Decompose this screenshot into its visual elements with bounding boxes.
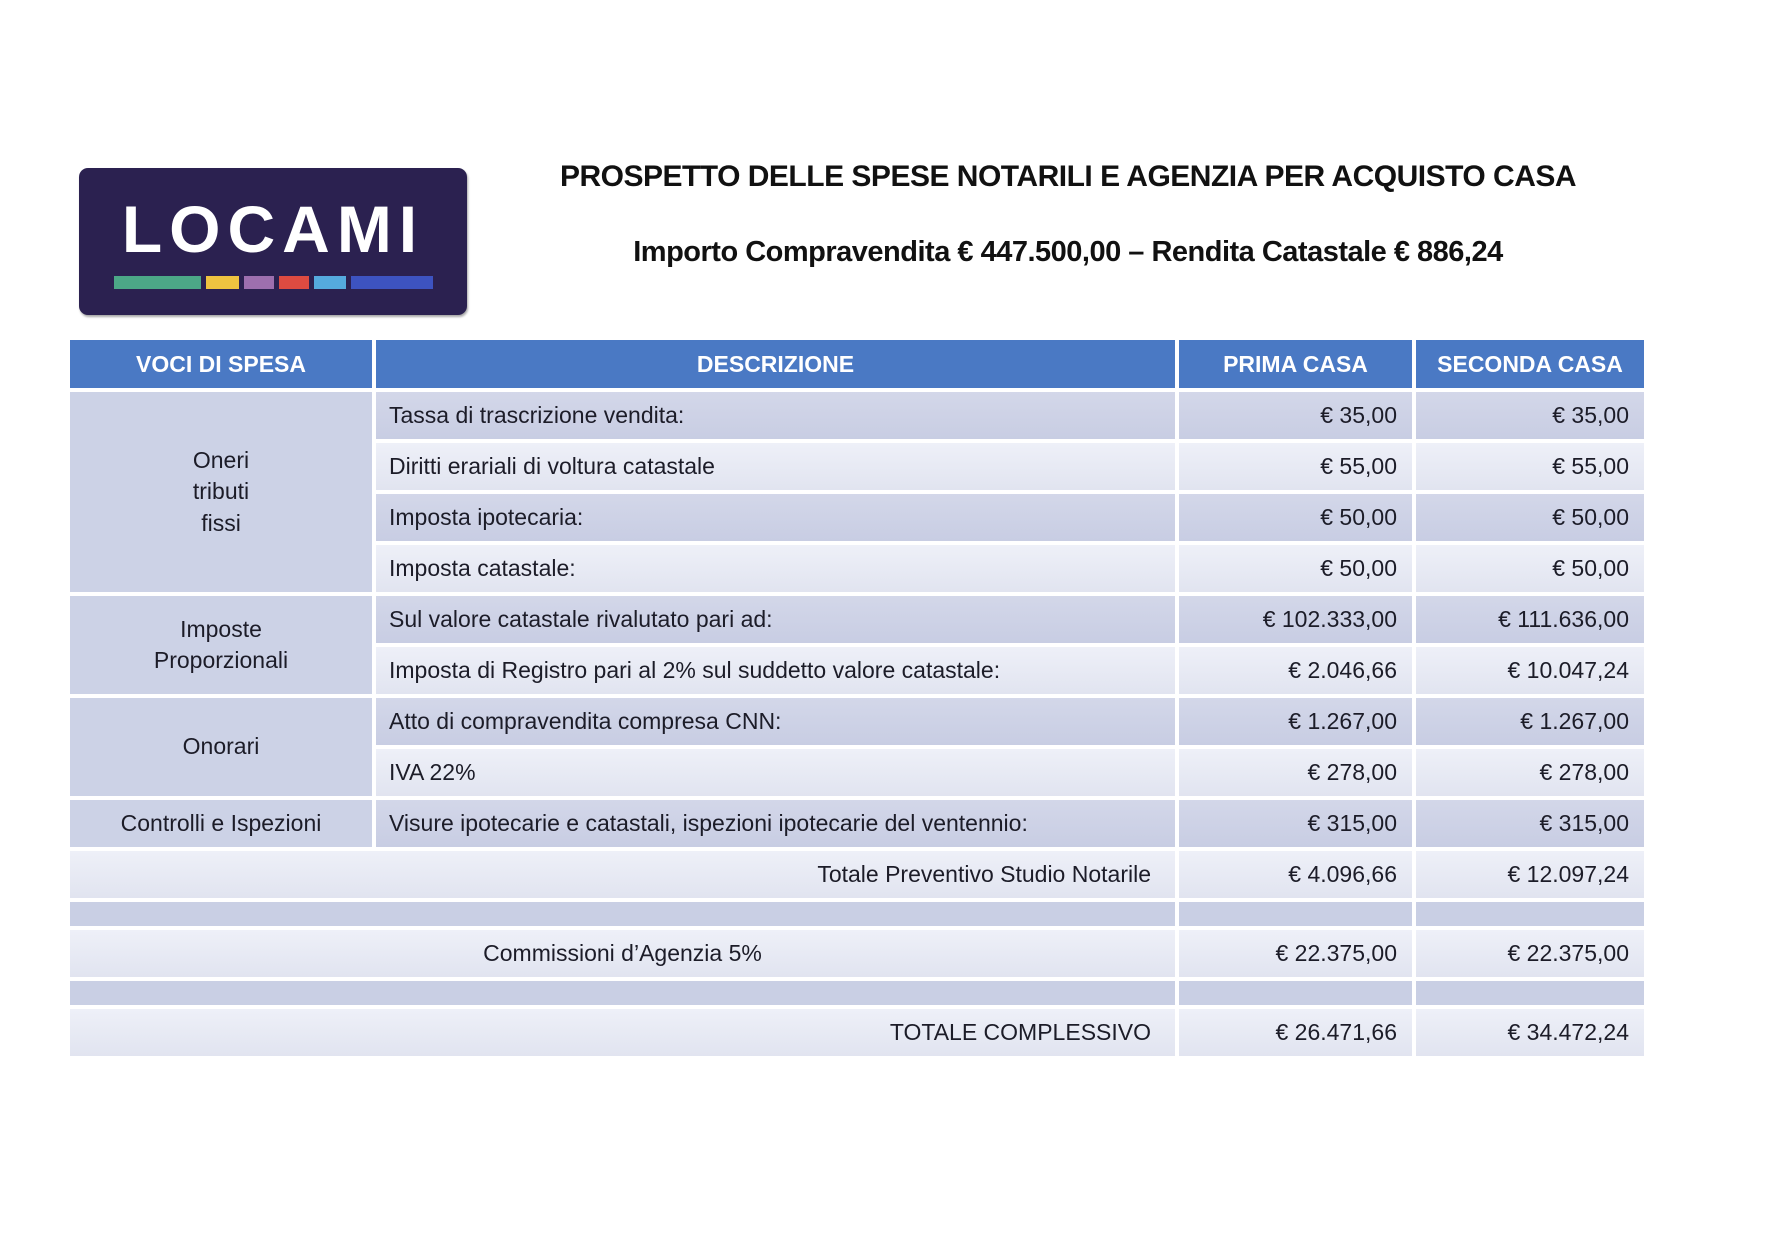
- document-header: PROSPETTO DELLE SPESE NOTARILI E AGENZIA…: [470, 160, 1666, 269]
- col-header-voci-di-spesa: VOCI DI SPESA: [70, 340, 372, 388]
- value-cell-seconda: € 278,00: [1416, 749, 1644, 796]
- value-cell-prima: € 26.471,66: [1179, 1009, 1412, 1056]
- page-subtitle: Importo Compravendita € 447.500,00 – Ren…: [633, 236, 1503, 268]
- value-cell-seconda: € 1.267,00: [1416, 698, 1644, 745]
- value-cell-seconda: € 10.047,24: [1416, 647, 1644, 694]
- value-cell-seconda: € 22.375,00: [1416, 930, 1644, 977]
- value-cell-prima: € 22.375,00: [1179, 930, 1412, 977]
- value-cell-seconda: € 12.097,24: [1416, 851, 1644, 898]
- spacer-row: [70, 902, 1175, 926]
- logo-yellow-bar: [205, 276, 239, 289]
- desc-cell: Imposta ipotecaria:: [376, 494, 1175, 541]
- logo-green-bar: [113, 276, 201, 289]
- value-cell-prima: € 1.267,00: [1179, 698, 1412, 745]
- logo-blue-bar: [350, 276, 433, 289]
- value-cell-seconda: € 34.472,24: [1416, 1009, 1644, 1056]
- group-cell-onorari: Onorari: [70, 698, 372, 796]
- spacer-row: [1179, 981, 1412, 1005]
- spacer-row: [1179, 902, 1412, 926]
- value-cell-prima: € 50,00: [1179, 545, 1412, 592]
- desc-cell: Diritti erariali di voltura catastale: [376, 443, 1175, 490]
- locami-logo-text: LOCAMI: [121, 192, 425, 266]
- summary-label-totale-preventivo: Totale Preventivo Studio Notarile: [70, 851, 1175, 898]
- summary-label-commissioni-agenzia: Commissioni d’Agenzia 5%: [70, 930, 1175, 977]
- value-cell-seconda: € 35,00: [1416, 392, 1644, 439]
- value-cell-prima: € 55,00: [1179, 443, 1412, 490]
- value-cell-prima: € 35,00: [1179, 392, 1412, 439]
- desc-cell: Tassa di trascrizione vendita:: [376, 392, 1175, 439]
- desc-cell: Visure ipotecarie e catastali, ispezioni…: [376, 800, 1175, 847]
- value-cell-prima: € 50,00: [1179, 494, 1412, 541]
- desc-cell: Atto di compravendita compresa CNN:: [376, 698, 1175, 745]
- col-header-seconda-casa: SECONDA CASA: [1416, 340, 1644, 388]
- locami-logo-bars: [113, 276, 433, 289]
- value-cell-prima: € 315,00: [1179, 800, 1412, 847]
- value-cell-seconda: € 55,00: [1416, 443, 1644, 490]
- value-cell-seconda: € 50,00: [1416, 494, 1644, 541]
- page-title: PROSPETTO DELLE SPESE NOTARILI E AGENZIA…: [559, 160, 1577, 193]
- logo-light-blue-bar: [313, 276, 346, 289]
- col-header-descrizione: DESCRIZIONE: [376, 340, 1175, 388]
- desc-cell: IVA 22%: [376, 749, 1175, 796]
- value-cell-prima: € 102.333,00: [1179, 596, 1412, 643]
- group-cell-imposte-proporzionali: Imposte Proporzionali: [70, 596, 372, 694]
- group-cell-controlli-e-ispezioni: Controlli e Ispezioni: [70, 800, 372, 847]
- desc-cell: Sul valore catastale rivalutato pari ad:: [376, 596, 1175, 643]
- value-cell-prima: € 2.046,66: [1179, 647, 1412, 694]
- value-cell-seconda: € 111.636,00: [1416, 596, 1644, 643]
- summary-label-totale-complessivo: TOTALE COMPLESSIVO: [70, 1009, 1175, 1056]
- expenses-table: VOCI DI SPESA DESCRIZIONE PRIMA CASA SEC…: [70, 340, 1644, 1056]
- value-cell-seconda: € 50,00: [1416, 545, 1644, 592]
- value-cell-prima: € 4.096,66: [1179, 851, 1412, 898]
- desc-cell: Imposta catastale:: [376, 545, 1175, 592]
- col-header-prima-casa: PRIMA CASA: [1179, 340, 1412, 388]
- desc-cell: Imposta di Registro pari al 2% sul sudde…: [376, 647, 1175, 694]
- group-cell-oneri-tributi-fissi: Oneri tributi fissi: [70, 392, 372, 592]
- spacer-row: [1416, 902, 1644, 926]
- logo-purple-bar: [243, 276, 274, 289]
- value-cell-seconda: € 315,00: [1416, 800, 1644, 847]
- value-cell-prima: € 278,00: [1179, 749, 1412, 796]
- spacer-row: [70, 981, 1175, 1005]
- logo-red-bar: [278, 276, 309, 289]
- locami-logo: LOCAMI: [79, 168, 467, 315]
- spacer-row: [1416, 981, 1644, 1005]
